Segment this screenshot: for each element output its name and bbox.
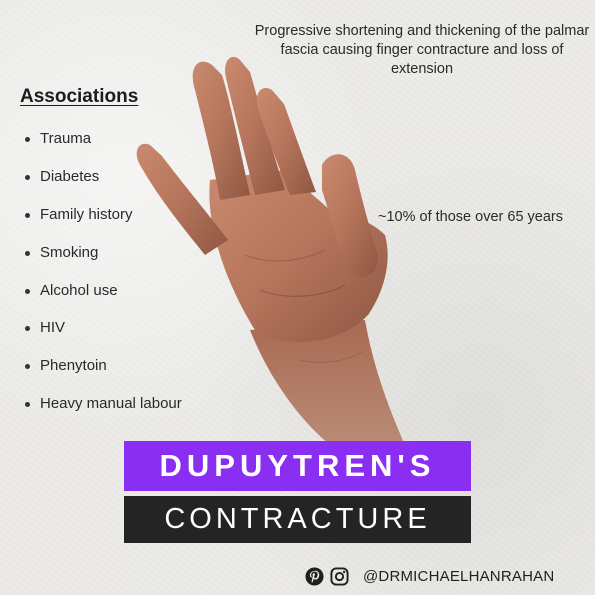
description-text: Progressive shortening and thickening of… [254, 23, 590, 77]
list-item: Smoking [22, 234, 182, 272]
footer: @DRMICHAELHANRAHAN [305, 563, 554, 589]
list-item: Phenytoin [22, 347, 182, 385]
list-item: Diabetes [22, 158, 182, 196]
list-item: Family history [22, 196, 182, 234]
social-handle[interactable]: @DRMICHAELHANRAHAN [363, 567, 555, 585]
list-item: Trauma [22, 120, 182, 158]
prevalence-text: ~10% of those over 65 years [378, 209, 563, 225]
instagram-icon[interactable] [330, 566, 349, 586]
list-item: Alcohol use [22, 272, 182, 310]
title-line-1: DUPUYTREN'S [124, 441, 471, 491]
title-line-2: CONTRACTURE [124, 496, 471, 543]
associations-heading: Associations [20, 86, 139, 107]
list-item: HIV [22, 309, 182, 347]
pinterest-icon[interactable] [305, 566, 324, 586]
list-item: Heavy manual labour [22, 385, 182, 423]
associations-list: Trauma Diabetes Family history Smoking A… [22, 120, 182, 423]
